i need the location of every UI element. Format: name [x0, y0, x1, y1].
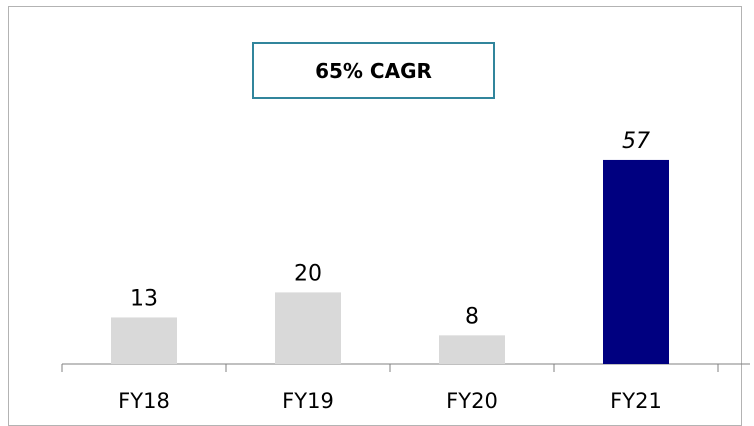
bar-fy19 — [275, 292, 341, 364]
cagr-text: 65% CAGR — [315, 58, 432, 83]
x-tick-label-fy20: FY20 — [446, 389, 498, 413]
data-label-fy19: 20 — [294, 261, 322, 286]
bar-fy18 — [111, 317, 177, 364]
cagr-annotation: 65% CAGR — [252, 42, 495, 99]
data-label-fy18: 13 — [130, 286, 158, 311]
data-label-fy20: 8 — [465, 304, 479, 329]
x-tick-label-fy18: FY18 — [118, 389, 170, 413]
x-tick-label-fy19: FY19 — [282, 389, 334, 413]
bar-fy20 — [439, 335, 505, 364]
x-tick-label-fy21: FY21 — [610, 389, 662, 413]
data-label-fy21: 57 — [622, 129, 650, 154]
bar-fy21 — [603, 159, 669, 364]
